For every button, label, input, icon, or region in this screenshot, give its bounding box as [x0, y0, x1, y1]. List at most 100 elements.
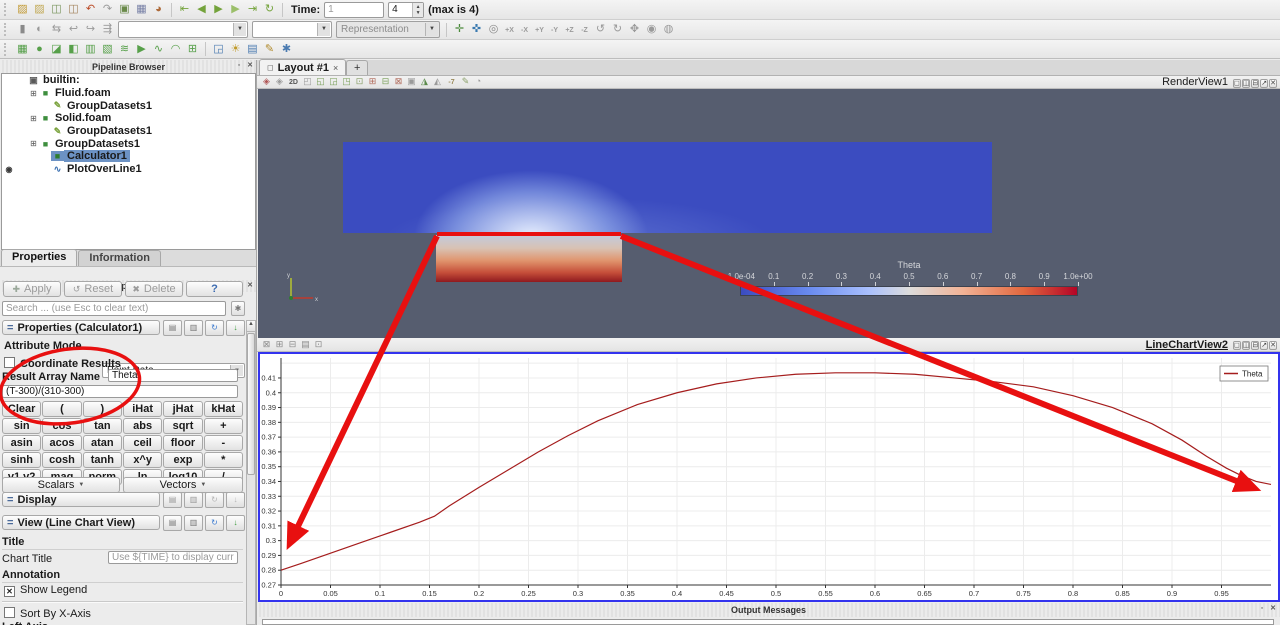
calc-button-clear[interactable]: Clear [2, 401, 42, 417]
probe-icon[interactable]: ▮ [19, 23, 26, 35]
tab-properties[interactable]: Properties [1, 249, 78, 266]
view-minus-z-icon[interactable]: -Z [581, 26, 588, 34]
view-split-h-button[interactable]: ◫ [1241, 341, 1251, 350]
view-float-button[interactable]: ↗ [1260, 78, 1269, 88]
interactive-select-icon[interactable]: ◮ [421, 76, 428, 86]
copy-properties-button[interactable]: ▤ [163, 515, 182, 531]
toggle-2d-icon[interactable]: 2D [289, 79, 298, 86]
tab-information[interactable]: Information [78, 250, 161, 266]
chart-add-icon[interactable]: ⊟ [288, 339, 297, 349]
play-icon[interactable]: ▶ [214, 3, 223, 15]
render-viewport[interactable]: y x Theta -1.0e-04 0.1 0.2 0.3 0.4 0.5 0.6 0.7 0… [258, 89, 1280, 338]
rotate-t-icon[interactable]: ↪ [85, 23, 96, 35]
expander-icon[interactable]: ⊞ [30, 113, 37, 123]
next-frame-icon[interactable]: ▶ [231, 3, 240, 15]
calc-button-ceil[interactable]: ceil [122, 435, 163, 451]
view-plus-y-icon[interactable]: +Y [535, 26, 544, 34]
camera-undo-icon[interactable]: ◰ [303, 76, 312, 86]
auto-apply-icon[interactable]: ▣ [119, 3, 130, 15]
reload-properties-button[interactable]: ↻ [205, 320, 224, 336]
calc-button-floor[interactable]: floor [163, 435, 203, 451]
load-state-icon[interactable]: ◫ [68, 3, 79, 15]
rotate-c-icon[interactable]: ↩ [68, 23, 79, 35]
previous-frame-icon[interactable]: ◀ [197, 3, 206, 15]
zoom-to-data-icon[interactable]: ✜ [471, 22, 482, 35]
clip-icon[interactable]: ◪ [51, 42, 62, 55]
select-points-on-icon[interactable]: ⊞ [368, 76, 377, 86]
view-close-button[interactable]: ✕ [1269, 341, 1277, 350]
paste-properties-button[interactable]: ▥ [184, 320, 203, 336]
calc-button-atan[interactable]: atan [82, 435, 122, 451]
undo-icon[interactable]: ↶ [85, 3, 96, 15]
view-minus-x-icon[interactable]: -X [521, 26, 528, 34]
view-split-v-button[interactable]: ⊟ [1251, 341, 1260, 350]
result-array-name-input[interactable] [108, 369, 238, 382]
pipeline-item-fluid-foam[interactable]: ⊞ ■ Fluid.foam [2, 87, 255, 100]
glyph-arrow-icon[interactable]: ▶ [137, 42, 146, 55]
edit-color-map-icon[interactable]: ◲ [213, 42, 224, 55]
calc-button-tan[interactable]: tan [82, 418, 122, 434]
pipeline-item-groupdatasets1[interactable]: ✎ GroupDatasets1 [2, 99, 255, 112]
grow-selection-icon[interactable]: ✎ [461, 76, 470, 86]
pipeline-item-plotoverline1[interactable]: ◉ ∿ PlotOverLine1 [2, 163, 255, 176]
view-plus-z-icon[interactable]: +Z [565, 26, 574, 34]
rescale-range-icon[interactable]: ☀ [230, 42, 241, 55]
delete-button[interactable]: ✖ Delete [125, 281, 183, 297]
calc-button-asin[interactable]: asin [2, 435, 42, 451]
zoom-to-box-icon[interactable]: ◎ [488, 22, 499, 35]
time-input[interactable] [324, 1, 385, 18]
view-single-button[interactable]: ◻ [1232, 78, 1241, 88]
save-defaults-button[interactable]: ↓ [226, 320, 245, 336]
calc-button--[interactable]: * [203, 452, 243, 468]
search-input[interactable] [2, 301, 226, 316]
pipeline-item-groupdatasets1[interactable]: ✎ GroupDatasets1 [2, 125, 255, 138]
view-plus-x-icon[interactable]: +X [505, 26, 514, 34]
calc-button-sin[interactable]: sin [2, 418, 42, 434]
reset-camera-icon[interactable]: ✛ [454, 22, 465, 35]
spreadsheet-view-icon[interactable]: ▦ [17, 42, 28, 55]
reset-range-icon[interactable]: ✱ [281, 42, 292, 55]
color-palette-icon[interactable]: ◕ [155, 3, 162, 15]
save-defaults-button[interactable]: ↓ [226, 515, 245, 531]
reload-properties-button[interactable]: ↻ [205, 492, 224, 508]
calc-button-exp[interactable]: exp [163, 452, 203, 468]
rotate-ccw-icon[interactable]: ↺ [595, 22, 606, 35]
calc-button-sinh[interactable]: sinh [2, 452, 42, 468]
search-options-button[interactable]: ✱ [231, 301, 245, 316]
display-section-header[interactable]: = Display [2, 492, 160, 507]
calc-button-abs[interactable]: abs [122, 418, 163, 434]
select-block-icon[interactable]: ▣ [407, 76, 416, 86]
dock-close-button[interactable]: ✕ [247, 282, 253, 289]
pipeline-item-builtin[interactable]: ▣ builtin: [2, 74, 255, 87]
toolbar-handle[interactable] [4, 42, 11, 56]
calc-button-sqrt[interactable]: sqrt [163, 418, 203, 434]
dock-float-button[interactable]: ▫ [1260, 605, 1264, 612]
hover-points-icon[interactable]: ◭ [434, 76, 441, 86]
hover-cells-icon[interactable]: -7 [448, 79, 455, 86]
chart-title-input[interactable] [108, 551, 238, 564]
eye-icon[interactable]: ◉ [5, 164, 13, 174]
line-chart-view[interactable]: 0 0.05 0.1 0.15 0.2 0.25 0.3 0.35 0.4 0.45 0.5 0.55… [258, 352, 1280, 602]
chart-select-icon[interactable]: ⊠ [262, 339, 271, 349]
copy-properties-button[interactable]: ▤ [163, 492, 182, 508]
properties-scrollbar[interactable]: ▲ [246, 320, 256, 625]
calculator-section-header[interactable]: = Properties (Calculator1) [2, 320, 160, 335]
select-points-through-icon[interactable]: ⊠ [394, 76, 403, 86]
stream-tracer-icon[interactable]: ∿ [153, 42, 164, 55]
close-tab-icon[interactable]: × [333, 62, 339, 73]
vectors-menu-button[interactable]: Vectors ▼ [123, 477, 243, 493]
slice-icon[interactable]: ◧ [68, 42, 79, 55]
view-split-v-button[interactable]: ⊟ [1251, 78, 1260, 88]
layout-b-icon[interactable]: ◳ [342, 76, 351, 86]
apply-button[interactable]: ✚ Apply [3, 281, 61, 297]
spin-up-icon[interactable]: ▲ [415, 3, 421, 10]
move-camera-icon[interactable]: ✥ [629, 22, 640, 35]
coordinate-results-checkbox[interactable]: Coordinate Results [4, 357, 121, 370]
edit-color-icon[interactable]: ✎ [264, 42, 275, 55]
expander-icon[interactable]: ⊞ [30, 139, 37, 149]
chart-export-icon[interactable]: ⊡ [314, 339, 323, 349]
spin-down-icon[interactable]: ▼ [415, 9, 421, 16]
calc-button-khat[interactable]: kHat [203, 401, 243, 417]
dock-float-button[interactable]: ▫ [237, 62, 241, 69]
calc-button--[interactable]: - [203, 435, 243, 451]
